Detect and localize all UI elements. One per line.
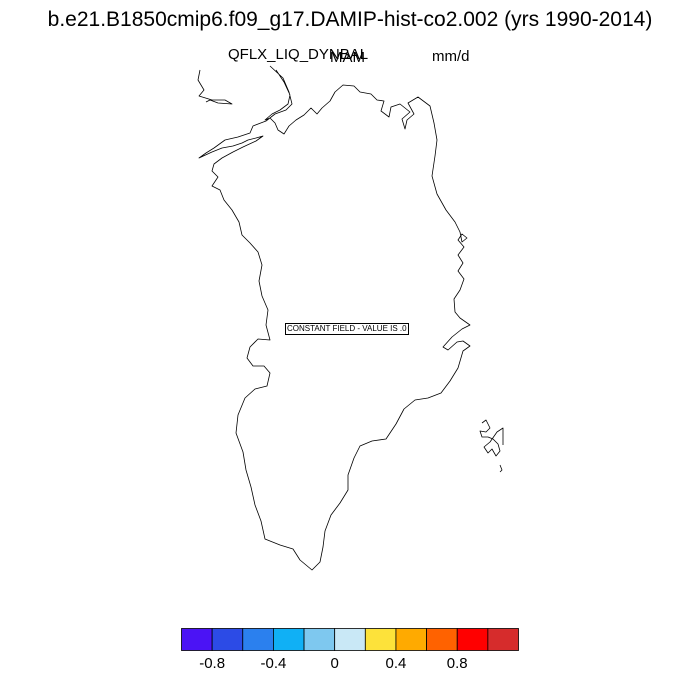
colorbar-box bbox=[395, 628, 427, 651]
colorbar-tick-label: 0 bbox=[330, 655, 339, 672]
units-label: mm/d bbox=[432, 48, 470, 65]
plot-title: b.e21.B1850cmip6.f09_g17.DAMIP-hist-co2.… bbox=[47, 8, 653, 31]
season-label: MAM bbox=[330, 49, 365, 66]
island-coastline bbox=[479, 419, 504, 457]
colorbar-tick-label: 0.8 bbox=[446, 655, 468, 672]
colorbar-box bbox=[334, 628, 366, 651]
island-coastline bbox=[499, 464, 503, 473]
greenland-coastline bbox=[198, 65, 471, 571]
colorbar-box bbox=[426, 628, 458, 651]
colorbar-tick-label: -0.8 bbox=[199, 655, 226, 672]
colorbar-box bbox=[456, 628, 489, 651]
colorbar-box bbox=[211, 628, 244, 651]
colorbar bbox=[181, 628, 519, 651]
colorbar-box bbox=[181, 628, 213, 651]
colorbar-box bbox=[273, 628, 305, 651]
variable-name: QFLX_LIQ_DYNBAL bbox=[228, 46, 369, 63]
constant-field-annotation: CONSTANT FIELD - VALUE IS .0 bbox=[285, 323, 409, 335]
colorbar-box bbox=[487, 628, 519, 651]
ellesmere-coastline bbox=[197, 69, 233, 105]
colorbar-tick-label: -0.4 bbox=[260, 655, 287, 672]
colorbar-tick-label: 0.4 bbox=[385, 655, 407, 672]
colorbar-box bbox=[303, 628, 336, 651]
colorbar-box bbox=[364, 628, 397, 651]
colorbar-box bbox=[242, 628, 274, 651]
